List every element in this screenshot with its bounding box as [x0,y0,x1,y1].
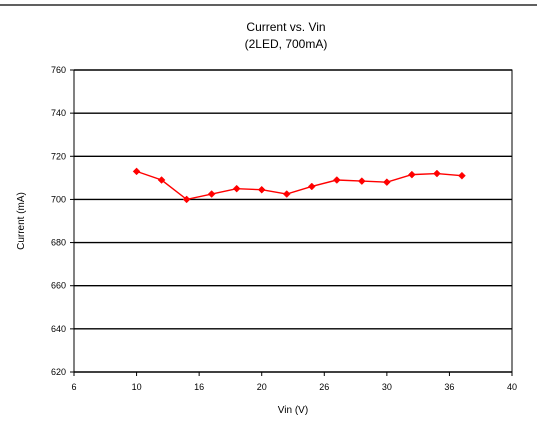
data-point-marker [207,190,216,198]
gridlines [74,69,512,373]
y-tick-label: 640 [51,324,66,334]
x-tick-label: 36 [444,382,454,392]
x-tick-label: 40 [507,382,517,392]
data-point-marker [257,185,266,194]
data-point-marker [157,176,166,184]
data-point-marker [433,169,441,178]
x-tick-label: 10 [132,382,142,392]
chart-title-line-2: (2LED, 700mA) [245,37,328,51]
x-tick-label: 26 [319,382,329,392]
y-tick-label: 720 [51,151,66,161]
y-tick-label: 620 [51,367,66,377]
y-tick-label: 660 [51,281,66,291]
data-point-marker [332,176,341,184]
y-axis-label: Current (mA) [16,192,27,250]
plot-area-frame [73,69,513,373]
x-tick-label: 20 [257,382,267,392]
x-tick-label: 6 [71,382,76,392]
x-axis-label: Vin (V) [278,405,308,416]
y-tick-label: 680 [51,238,66,248]
series-current [132,167,466,204]
axis-ticks: 620 640 660 680 700 720 740 760 6 10 16 20 26 30 36 40 [51,65,517,392]
series-line [136,170,463,201]
data-point-marker [282,190,291,198]
data-point-marker [182,195,191,204]
chart-title-line-1: Current vs. Vin [246,20,325,34]
x-tick-label: 30 [382,382,392,392]
data-point-marker [408,170,416,179]
x-tick-label: 16 [194,382,204,392]
data-point-marker [357,177,366,185]
y-tick-label: 740 [51,108,66,118]
y-tick-label: 700 [51,194,66,204]
data-point-marker [307,182,316,191]
data-point-marker [458,171,466,180]
data-point-marker [383,178,391,187]
y-tick-label: 760 [51,65,66,75]
data-point-marker [232,184,241,193]
data-point-marker [132,167,141,176]
